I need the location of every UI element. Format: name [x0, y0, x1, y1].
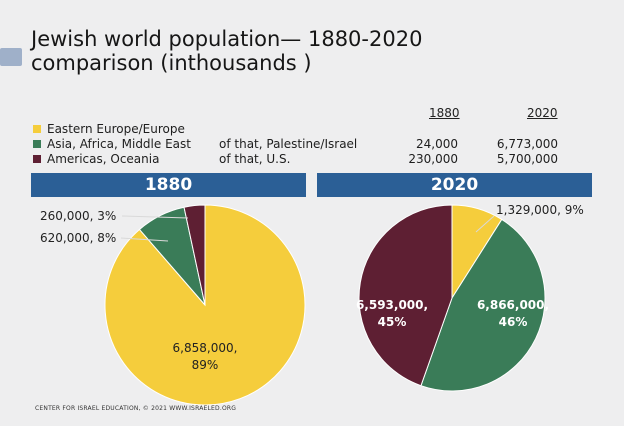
sub-row-us-label: of that, U.S.: [219, 152, 291, 166]
legend-swatch-americas: [33, 155, 41, 163]
pie-2020-label-asia-africa-middle-east: 6,866,000, 46%: [477, 298, 549, 329]
title-line-1: Jewish world population— 1880-2020: [31, 27, 423, 51]
sub-row-israel-1880: 24,000: [416, 137, 458, 151]
sub-row-us-2020: 5,700,000: [496, 152, 558, 166]
slide-title: Jewish world population— 1880-2020 compa…: [31, 27, 422, 75]
legend-item-europe: Eastern Europe/Europe: [33, 121, 185, 137]
pie-1880-leader-asia-africa-middle-east: [120, 237, 169, 242]
pie-2020-label-eastern-europe-europe: 1,329,000, 9%: [496, 203, 584, 217]
sub-row-israel-label: of that, Palestine/Israel: [219, 137, 358, 151]
legend-label-americas: Americas, Oceania: [47, 152, 160, 166]
title-line-2: comparison (inthousands ): [31, 51, 312, 75]
pie-2020-slice-asia-africa-middle-east: [420, 218, 546, 392]
slide-accent-block: [0, 48, 22, 66]
sub-row-israel-2020: 6,773,000: [496, 137, 558, 151]
pie-2020-label-americas-oceania: 6,593,000, 45%: [356, 298, 428, 329]
pie-2020-leader-eastern-europe-europe: [475, 215, 495, 233]
legend-label-europe: Eastern Europe/Europe: [47, 122, 185, 136]
pie-1880-label-americas-oceania: 260,000, 3%: [40, 209, 116, 223]
legend-item-americas: Americas, Oceania: [33, 151, 159, 167]
column-header-1880: 1880: [429, 106, 460, 120]
pie-2020-slice-americas-oceania: [358, 204, 453, 387]
chart-title-2020: 2020: [317, 173, 592, 197]
column-header-2020: 2020: [527, 106, 558, 120]
pie-1880-leader-americas-oceania: [121, 215, 189, 219]
footer-credit: CENTER FOR ISRAEL EDUCATION, © 2021 WWW.…: [35, 405, 237, 412]
pie-1880-label-asia-africa-middle-east: 620,000, 8%: [40, 231, 116, 245]
legend-item-asia-africa: Asia, Africa, Middle East: [33, 136, 191, 152]
pie-1880-slice-americas-oceania: [183, 204, 206, 306]
legend-swatch-europe: [33, 125, 41, 133]
legend-label-asia-africa: Asia, Africa, Middle East: [47, 137, 191, 151]
chart-title-1880: 1880: [31, 173, 306, 197]
pie-1880-label-eastern-europe-europe: 6,858,000, 89%: [173, 341, 238, 372]
sub-row-us-1880: 230,000: [408, 152, 458, 166]
legend-swatch-asia-africa: [33, 140, 41, 148]
